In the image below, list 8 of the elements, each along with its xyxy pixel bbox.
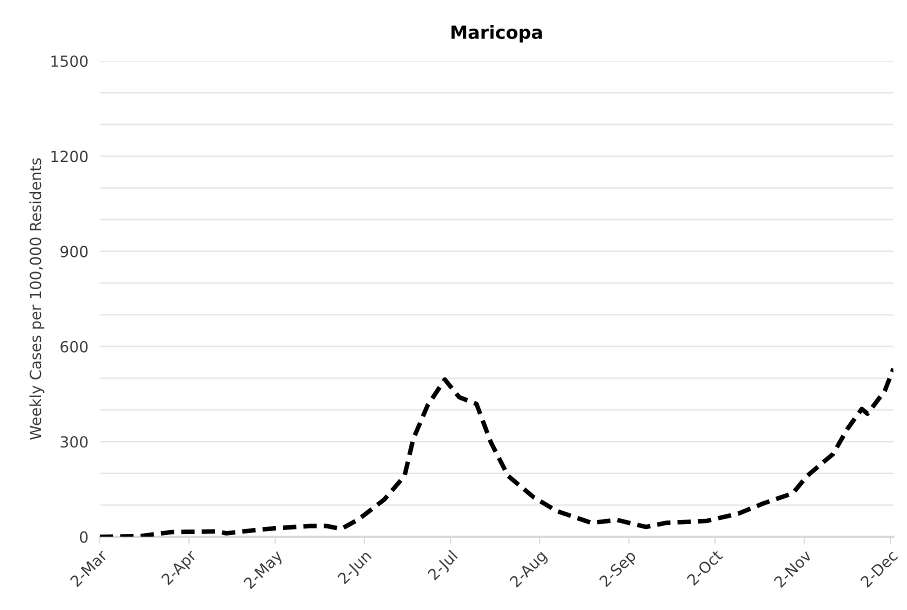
y-axis-title: Weekly Cases per 100,000 Residents <box>29 158 44 440</box>
y-tick-label: 900 <box>60 246 88 258</box>
y-tick-label: 300 <box>60 436 88 448</box>
y-tick-label: 1500 <box>51 55 88 68</box>
y-tick-label: 1200 <box>51 150 88 162</box>
y-tick-label: 0 <box>80 531 88 543</box>
y-tick-label: 600 <box>60 340 88 352</box>
chart-title: Maricopa <box>452 25 542 43</box>
